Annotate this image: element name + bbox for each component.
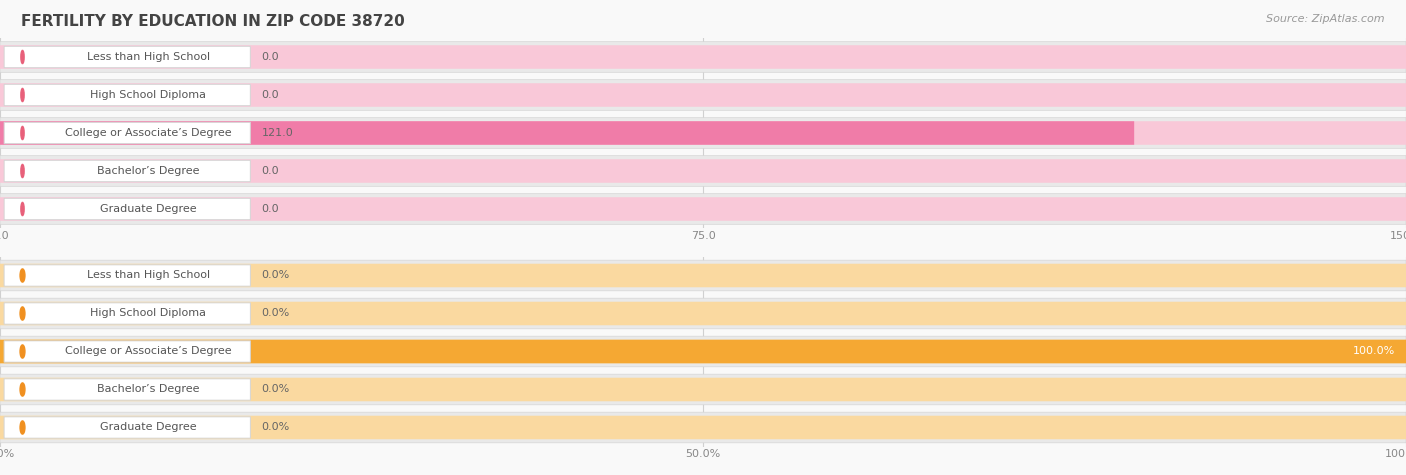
FancyBboxPatch shape xyxy=(4,341,250,362)
Text: 100.0%: 100.0% xyxy=(1353,346,1395,357)
FancyBboxPatch shape xyxy=(0,121,1406,145)
Circle shape xyxy=(20,269,25,282)
Text: 0.0: 0.0 xyxy=(262,90,280,100)
FancyBboxPatch shape xyxy=(4,85,250,105)
Text: College or Associate’s Degree: College or Associate’s Degree xyxy=(65,128,232,138)
Text: Less than High School: Less than High School xyxy=(87,270,209,281)
FancyBboxPatch shape xyxy=(4,303,250,324)
FancyBboxPatch shape xyxy=(0,378,1406,401)
FancyBboxPatch shape xyxy=(0,416,1406,439)
Text: High School Diploma: High School Diploma xyxy=(90,90,207,100)
FancyBboxPatch shape xyxy=(0,260,1406,291)
Circle shape xyxy=(20,383,25,396)
FancyBboxPatch shape xyxy=(0,340,1406,363)
FancyBboxPatch shape xyxy=(0,412,1406,443)
FancyBboxPatch shape xyxy=(0,336,1406,367)
Text: Less than High School: Less than High School xyxy=(87,52,209,62)
Circle shape xyxy=(21,50,24,64)
FancyBboxPatch shape xyxy=(0,264,1406,287)
FancyBboxPatch shape xyxy=(4,47,250,67)
Circle shape xyxy=(20,421,25,434)
FancyBboxPatch shape xyxy=(0,42,1406,72)
Text: College or Associate’s Degree: College or Associate’s Degree xyxy=(65,346,232,357)
Circle shape xyxy=(21,202,24,216)
Text: Bachelor’s Degree: Bachelor’s Degree xyxy=(97,384,200,395)
FancyBboxPatch shape xyxy=(0,298,1406,329)
FancyBboxPatch shape xyxy=(0,156,1406,186)
FancyBboxPatch shape xyxy=(4,417,250,438)
Text: 0.0%: 0.0% xyxy=(262,270,290,281)
Text: 0.0%: 0.0% xyxy=(262,384,290,395)
Text: 0.0%: 0.0% xyxy=(262,308,290,319)
Text: 0.0%: 0.0% xyxy=(262,422,290,433)
Circle shape xyxy=(20,307,25,320)
Text: FERTILITY BY EDUCATION IN ZIP CODE 38720: FERTILITY BY EDUCATION IN ZIP CODE 38720 xyxy=(21,14,405,29)
Circle shape xyxy=(21,164,24,178)
FancyBboxPatch shape xyxy=(0,118,1406,148)
FancyBboxPatch shape xyxy=(4,265,250,286)
Circle shape xyxy=(21,88,24,102)
FancyBboxPatch shape xyxy=(0,121,1135,145)
FancyBboxPatch shape xyxy=(4,379,250,400)
Text: Source: ZipAtlas.com: Source: ZipAtlas.com xyxy=(1267,14,1385,24)
FancyBboxPatch shape xyxy=(0,83,1406,107)
Text: High School Diploma: High School Diploma xyxy=(90,308,207,319)
Text: Bachelor’s Degree: Bachelor’s Degree xyxy=(97,166,200,176)
FancyBboxPatch shape xyxy=(0,159,1406,183)
FancyBboxPatch shape xyxy=(0,374,1406,405)
FancyBboxPatch shape xyxy=(4,199,250,219)
FancyBboxPatch shape xyxy=(0,194,1406,224)
Text: Graduate Degree: Graduate Degree xyxy=(100,422,197,433)
FancyBboxPatch shape xyxy=(0,45,1406,69)
Circle shape xyxy=(21,126,24,140)
FancyBboxPatch shape xyxy=(4,123,250,143)
FancyBboxPatch shape xyxy=(0,197,1406,221)
Text: 0.0: 0.0 xyxy=(262,204,280,214)
FancyBboxPatch shape xyxy=(0,340,1406,363)
Text: 121.0: 121.0 xyxy=(262,128,294,138)
Text: 0.0: 0.0 xyxy=(262,166,280,176)
Text: Graduate Degree: Graduate Degree xyxy=(100,204,197,214)
FancyBboxPatch shape xyxy=(4,161,250,181)
FancyBboxPatch shape xyxy=(0,80,1406,110)
FancyBboxPatch shape xyxy=(0,302,1406,325)
Text: 0.0: 0.0 xyxy=(262,52,280,62)
Circle shape xyxy=(20,345,25,358)
